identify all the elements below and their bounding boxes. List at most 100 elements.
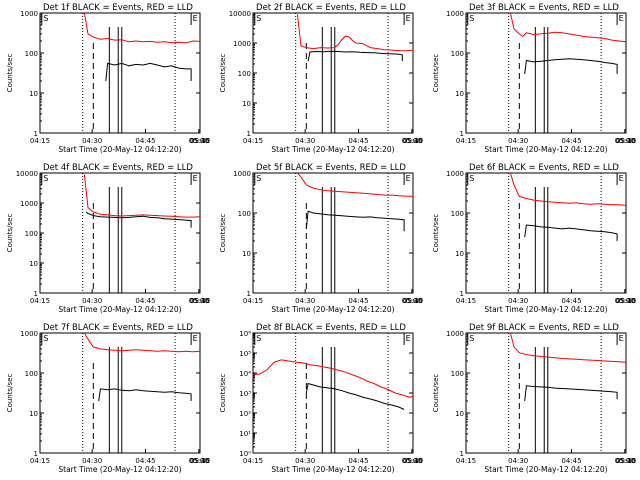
x-tick-label: 05:30 [616, 137, 636, 145]
flag-label: E [193, 14, 198, 23]
x-tick-label: 05:30 [190, 137, 210, 145]
x-tick-label: 04:15 [30, 457, 50, 465]
y-tick-label: 1000 [446, 170, 464, 178]
y-axis-label: Counts/sec [219, 214, 227, 253]
x-tick-label: 04:15 [243, 297, 263, 305]
x-axis-label: Start Time (20-May-12 04:12:20) [271, 305, 394, 314]
x-tick-label: 05:30 [403, 137, 423, 145]
x-axis-label: Start Time (20-May-12 04:12:20) [58, 465, 181, 474]
plot-frame [465, 332, 627, 454]
x-axis-label: Start Time (20-May-12 04:12:20) [271, 145, 394, 154]
x-tick-label: 05:00 [615, 457, 635, 465]
x-tick-label: 05:45 [190, 137, 210, 145]
x-tick-label: 04:45 [348, 457, 368, 465]
y-tick-label: 10³ [239, 390, 251, 398]
y-tick-label: 10⁶ [239, 330, 251, 338]
y-axis-label: Counts/sec [6, 214, 14, 253]
panel-title: Det 3f BLACK = Events, RED = LLD [469, 3, 619, 13]
panel-title: Det 1f BLACK = Events, RED = LLD [43, 3, 193, 13]
y-axis-label: Counts/sec [219, 374, 227, 413]
flag-label: S [256, 174, 261, 183]
x-tick-label: 05:00 [189, 457, 209, 465]
x-tick-label: 05:15 [190, 137, 210, 145]
x-tick-label: 04:15 [456, 297, 476, 305]
panel-det-4: Det 4f BLACK = Events, RED = LLD Counts/s… [6, 163, 210, 314]
panel-title: Det 6f BLACK = Events, RED = LLD [469, 163, 619, 173]
x-tick-label: 04:45 [135, 297, 155, 305]
flag-label: E [193, 174, 198, 183]
y-tick-label: 1 [34, 130, 38, 138]
flag-label: S [43, 334, 48, 343]
panel-det-9: Det 9f BLACK = Events, RED = LLD Counts/s… [432, 323, 636, 474]
panel-title: Det 2f BLACK = Events, RED = LLD [256, 3, 406, 13]
y-tick-label: 10⁴ [239, 370, 251, 378]
y-tick-label: 1 [460, 450, 464, 458]
x-tick-label: 04:15 [30, 297, 50, 305]
x-tick-label: 05:15 [190, 297, 210, 305]
y-axis-label: Counts/sec [432, 214, 440, 253]
flag-label: E [193, 334, 198, 343]
lld-series-line [296, 14, 414, 52]
y-tick-label: 1 [460, 130, 464, 138]
lld-series-line [509, 332, 627, 363]
panel-det-8: Det 8f BLACK = Events, RED = LLD Counts/s… [219, 323, 423, 474]
x-tick-label: 04:30 [295, 137, 315, 145]
flag-label: S [256, 14, 261, 23]
x-axis-label: Start Time (20-May-12 04:12:20) [271, 465, 394, 474]
x-axis-label: Start Time (20-May-12 04:12:20) [484, 305, 607, 314]
x-tick-label: 04:45 [561, 457, 581, 465]
y-tick-label: 1000 [233, 40, 251, 48]
y-tick-label: 1000 [446, 10, 464, 18]
x-tick-label: 05:15 [403, 457, 423, 465]
x-tick-label: 04:30 [82, 137, 102, 145]
x-tick-label: 04:30 [82, 297, 102, 305]
flag-label: E [406, 14, 411, 23]
plot-frame [252, 332, 414, 454]
x-tick-label: 05:15 [403, 297, 423, 305]
lld-series-line [509, 12, 627, 43]
flag-label: E [406, 334, 411, 343]
y-axis-label: Counts/sec [6, 54, 14, 93]
plot-frame [39, 332, 201, 454]
x-tick-label: 05:00 [615, 297, 635, 305]
x-tick-label: 05:30 [190, 457, 210, 465]
panel-title: Det 9f BLACK = Events, RED = LLD [469, 323, 619, 333]
x-tick-label: 05:30 [616, 297, 636, 305]
x-tick-label: 05:30 [190, 297, 210, 305]
x-tick-label: 04:30 [508, 297, 528, 305]
y-tick-label: 1000 [20, 10, 38, 18]
x-tick-label: 05:45 [616, 297, 636, 305]
y-tick-label: 1000 [233, 170, 251, 178]
flag-label: E [619, 334, 624, 343]
x-tick-label: 05:45 [190, 457, 210, 465]
flag-label: E [406, 174, 411, 183]
y-axis-label: Counts/sec [6, 374, 14, 413]
y-tick-label: 10² [239, 410, 251, 418]
events-series-line [307, 50, 403, 62]
x-tick-label: 04:15 [30, 137, 50, 145]
x-tick-label: 05:45 [190, 297, 210, 305]
y-tick-label: 10 [29, 90, 38, 98]
y-tick-label: 10000 [229, 10, 251, 18]
x-tick-label: 05:00 [189, 137, 209, 145]
x-tick-label: 04:45 [348, 137, 368, 145]
x-axis-label: Start Time (20-May-12 04:12:20) [58, 145, 181, 154]
y-tick-label: 1000 [446, 330, 464, 338]
x-tick-label: 04:30 [508, 137, 528, 145]
lld-series-line [83, 332, 201, 353]
x-tick-label: 04:30 [295, 457, 315, 465]
x-tick-label: 05:15 [616, 297, 636, 305]
panel-title: Det 4f BLACK = Events, RED = LLD [43, 163, 193, 173]
x-tick-label: 04:15 [243, 457, 263, 465]
y-tick-label: 1000 [20, 330, 38, 338]
x-tick-label: 05:00 [189, 297, 209, 305]
x-tick-label: 05:30 [616, 457, 636, 465]
x-tick-label: 04:30 [295, 297, 315, 305]
x-tick-label: 04:45 [561, 137, 581, 145]
lld-series-line [252, 359, 414, 398]
events-series-line [105, 62, 192, 82]
y-axis-label: Counts/sec [432, 374, 440, 413]
lld-series-line [297, 172, 414, 197]
panel-title: Det 7f BLACK = Events, RED = LLD [43, 323, 193, 333]
lld-series-line [83, 12, 201, 44]
